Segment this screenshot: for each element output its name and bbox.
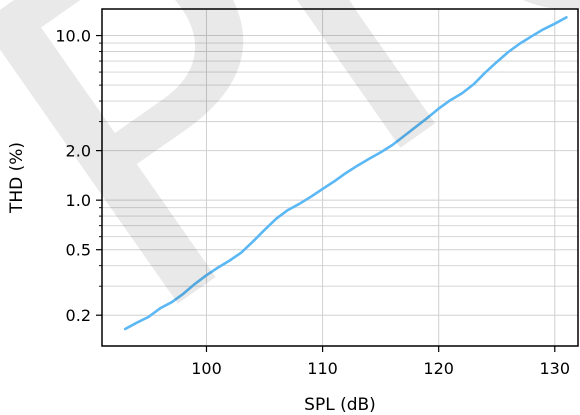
grid [102, 9, 578, 346]
x-axis-label: SPL (dB) [304, 395, 376, 415]
y-axis-label: THD (%) [7, 142, 27, 214]
thd-series-line [123, 16, 568, 331]
x-tick-label: 110 [307, 359, 338, 378]
x-tick-label: 130 [540, 359, 571, 378]
x-tick-label: 100 [191, 359, 222, 378]
plot-frame [101, 8, 579, 347]
x-tick-label: 120 [423, 359, 454, 378]
series-layer [123, 16, 568, 331]
y-tick-label: 2.0 [66, 142, 91, 161]
y-tick-label: 0.2 [66, 306, 91, 325]
y-tick-label: 1.0 [66, 191, 91, 210]
ticks: 100 110 120 130 0.2 0.5 1.0 2.0 10.0 [55, 27, 570, 378]
y-tick-label: 0.5 [66, 241, 91, 260]
y-tick-label: 10.0 [55, 27, 91, 46]
